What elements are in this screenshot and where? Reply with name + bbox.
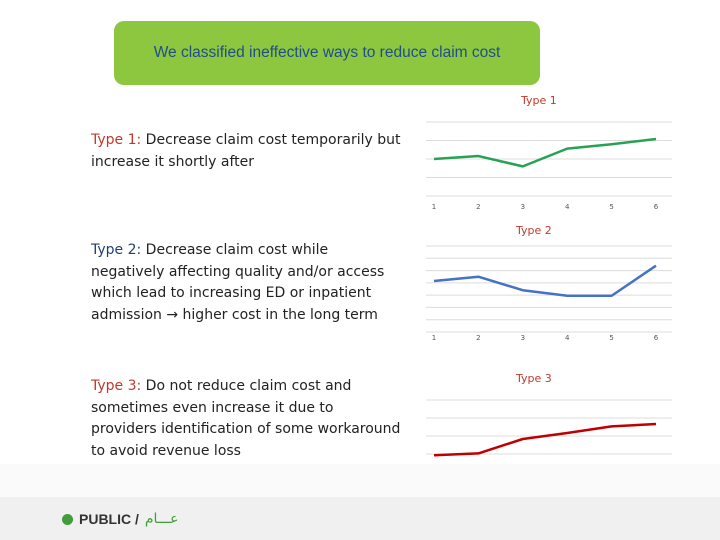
x-tick-label: 3	[521, 334, 525, 342]
series-line	[433, 264, 657, 298]
series-line	[433, 422, 657, 457]
x-tick-label: 1	[432, 334, 436, 342]
x-tick-label: 3	[521, 203, 525, 211]
x-tick-label: 6	[654, 203, 659, 211]
type2-text: Decrease claim cost while negatively aff…	[91, 242, 385, 323]
title-banner: We classified ineffective ways to reduce…	[114, 21, 540, 85]
public-label: PUBLIC /	[79, 511, 139, 527]
public-dot-icon	[62, 513, 73, 525]
x-tick-label: 5	[609, 334, 613, 342]
type3-text: Do not reduce claim cost and sometimes e…	[91, 378, 401, 459]
series-line	[433, 137, 657, 168]
x-tick-label: 2	[476, 334, 480, 342]
footer-bar	[0, 497, 720, 540]
chart2-line-chart: 1 2 3 4 5 6	[426, 245, 672, 342]
x-tick-label: 2	[476, 203, 480, 211]
x-tick-label: 4	[565, 334, 570, 342]
classification-label: PUBLIC / عـــام	[62, 511, 178, 527]
chart3-title: Type 3	[516, 372, 552, 385]
slide-title: We classified ineffective ways to reduce…	[153, 44, 501, 61]
chart2-title: Type 2	[516, 224, 552, 237]
chart1-title: Type 1	[521, 94, 557, 107]
x-tick-label: 6	[654, 334, 659, 342]
type1-label: Type 1:	[91, 132, 142, 148]
type3-label: Type 3:	[91, 378, 142, 394]
x-tick-label: 1	[432, 203, 436, 211]
type2-description: Type 2: Decrease claim cost while negati…	[91, 240, 401, 326]
arabic-label: عـــام	[144, 511, 179, 527]
x-tick-label: 4	[565, 203, 570, 211]
type3-description: Type 3: Do not reduce claim cost and som…	[91, 376, 401, 462]
type1-description: Type 1: Decrease claim cost temporarily …	[91, 130, 401, 173]
x-tick-label: 5	[609, 203, 613, 211]
type1-text: Decrease claim cost temporarily but incr…	[91, 132, 401, 170]
type2-label: Type 2:	[91, 242, 142, 258]
chart1-line-chart: 1 2 3 4 5 6	[426, 121, 672, 211]
